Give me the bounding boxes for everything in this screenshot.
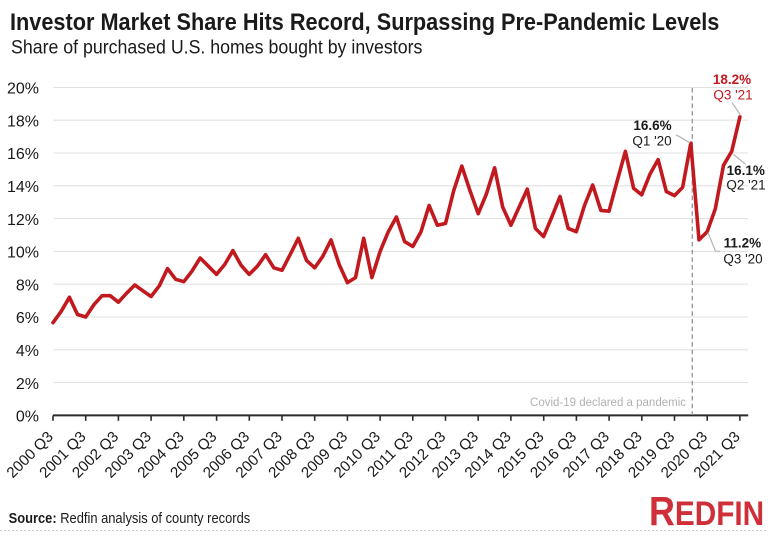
svg-text:8%: 8% [16, 277, 39, 294]
svg-text:0%: 0% [16, 409, 39, 426]
svg-text:Source: Redfin analysis of cou: Source: Redfin analysis of county record… [9, 510, 251, 526]
svg-text:16.6%: 16.6% [633, 118, 671, 133]
svg-text:16%: 16% [7, 146, 39, 163]
svg-text:Q3 '21: Q3 '21 [713, 88, 752, 103]
svg-text:2%: 2% [16, 376, 39, 393]
svg-text:18.2%: 18.2% [713, 72, 751, 87]
svg-text:20%: 20% [7, 81, 39, 98]
svg-text:Investor Market Share Hits Rec: Investor Market Share Hits Record, Surpa… [10, 8, 719, 35]
svg-text:14%: 14% [7, 179, 39, 196]
svg-text:4%: 4% [16, 343, 39, 360]
svg-text:Covid-19 declared a pandemic: Covid-19 declared a pandemic [530, 397, 686, 409]
svg-text:Q3 '20: Q3 '20 [723, 252, 762, 267]
svg-text:10%: 10% [7, 245, 39, 262]
svg-text:Q2 '21: Q2 '21 [726, 178, 765, 193]
svg-text:16.1%: 16.1% [727, 163, 765, 178]
svg-text:6%: 6% [16, 310, 39, 327]
svg-text:11.2%: 11.2% [724, 236, 762, 251]
svg-text:Share of purchased U.S. homes: Share of purchased U.S. homes bought by … [11, 36, 422, 58]
svg-text:Q1 '20: Q1 '20 [632, 133, 671, 148]
svg-text:REDFIN: REDFIN [649, 489, 764, 532]
svg-text:12%: 12% [7, 212, 39, 229]
svg-text:18%: 18% [7, 113, 39, 130]
